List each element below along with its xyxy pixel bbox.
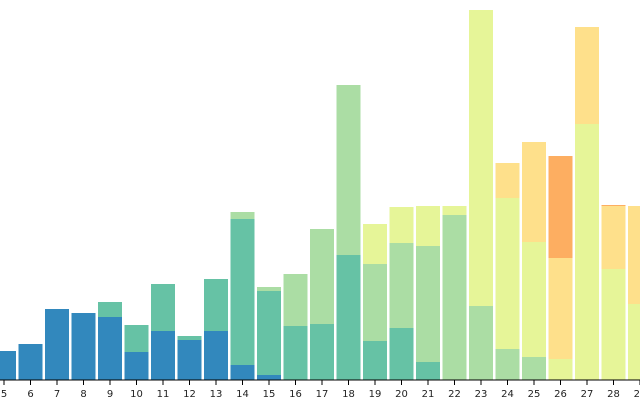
bar-segment-11-0: [151, 331, 175, 380]
x-tick-label-28: 28: [607, 389, 620, 400]
bar-segment-5-0: [0, 351, 16, 380]
bar-segment-11-1: [151, 284, 175, 331]
bar-segment-14-0: [230, 365, 255, 380]
x-tick-label-7: 7: [54, 389, 60, 400]
bar-segment-24-2: [495, 349, 520, 380]
x-tick-label-27: 27: [581, 389, 594, 400]
bar-segment-19-1: [363, 341, 387, 380]
x-tick-label-6: 6: [27, 389, 33, 400]
bar-segment-20-3: [389, 207, 414, 243]
bar-segment-7-0: [45, 309, 69, 380]
bar-segment-15-1: [257, 291, 281, 375]
x-tick-label-9: 9: [107, 389, 113, 400]
bar-segment-9-1: [98, 302, 122, 317]
x-tick-label-22: 22: [448, 389, 461, 400]
bar-segment-17-1: [310, 324, 334, 380]
bars-layer: [0, 10, 640, 380]
x-tick-label-8: 8: [80, 389, 86, 400]
bar-segment-21-2: [416, 246, 440, 362]
bar-segment-12-1: [177, 336, 202, 340]
bar-segment-16-2: [283, 274, 308, 326]
bar-segment-18-1: [336, 255, 361, 380]
x-tick-label-10: 10: [130, 389, 143, 400]
bar-segment-12-0: [177, 340, 202, 380]
bar-segment-16-1: [283, 326, 308, 380]
bar-segment-21-3: [416, 206, 440, 246]
bar-segment-19-2: [363, 264, 387, 341]
bar-segment-25-3: [522, 242, 546, 357]
bar-segment-10-1: [124, 325, 149, 352]
x-tick-label-16: 16: [289, 389, 302, 400]
bar-segment-14-2: [230, 212, 255, 219]
bar-segment-10-0: [124, 352, 149, 380]
x-tick-label-17: 17: [316, 389, 329, 400]
bar-segment-14-1: [230, 219, 255, 365]
bar-segment-20-2: [389, 243, 414, 328]
x-tick-label-13: 13: [210, 389, 223, 400]
bar-segment-23-3: [469, 10, 493, 306]
bar-segment-26-5: [548, 156, 573, 258]
bar-segment-22-2: [442, 215, 467, 380]
bar-segment-24-4: [495, 163, 520, 198]
bar-segment-26-3: [548, 359, 573, 380]
bar-segment-18-2: [336, 85, 361, 255]
x-tick-label-21: 21: [422, 389, 435, 400]
bar-segment-21-1: [416, 362, 440, 380]
bar-segment-15-2: [257, 287, 281, 291]
bar-segment-8-0: [71, 313, 96, 380]
bar-segment-29-4: [628, 206, 640, 304]
x-tick-label-12: 12: [183, 389, 196, 400]
x-tick-label-14: 14: [236, 389, 249, 400]
bar-segment-28-3: [601, 269, 626, 380]
x-axis-ticks: 5 6 7 8 9 10 11 12 13 14 15 16 17 18 19 20 21 22 23 24 25 26 2…: [1, 380, 640, 400]
x-tick-label-19: 19: [369, 389, 382, 400]
bar-segment-28-4: [601, 206, 626, 269]
x-tick-label-24: 24: [501, 389, 514, 400]
bar-segment-28-5: [601, 205, 626, 206]
bar-segment-27-4: [575, 27, 599, 124]
bar-segment-17-2: [310, 229, 334, 324]
bar-segment-29-3: [628, 304, 640, 380]
x-tick-label-25: 25: [528, 389, 541, 400]
x-tick-label-20: 20: [395, 389, 408, 400]
x-tick-label-5: 5: [1, 389, 7, 400]
bar-segment-25-4: [522, 142, 546, 242]
bar-segment-9-0: [98, 317, 122, 380]
bar-segment-27-3: [575, 124, 599, 380]
x-tick-label-11: 11: [157, 389, 170, 400]
bar-segment-22-3: [442, 206, 467, 215]
bar-segment-15-0: [257, 375, 281, 380]
bar-segment-25-2: [522, 357, 546, 380]
bar-segment-24-3: [495, 198, 520, 349]
bar-segment-20-1: [389, 328, 414, 380]
x-tick-label-26: 26: [554, 389, 567, 400]
bar-segment-23-2: [469, 306, 493, 380]
bar-segment-13-1: [204, 279, 228, 331]
x-tick-label-23: 23: [475, 389, 488, 400]
bar-segment-19-3: [363, 224, 387, 264]
x-tick-label-15: 15: [263, 389, 276, 400]
x-tick-label-29: 29: [634, 389, 640, 400]
bar-segment-26-4: [548, 258, 573, 359]
bar-segment-6-0: [18, 344, 43, 380]
bar-segment-13-0: [204, 331, 228, 380]
x-tick-label-18: 18: [342, 389, 355, 400]
